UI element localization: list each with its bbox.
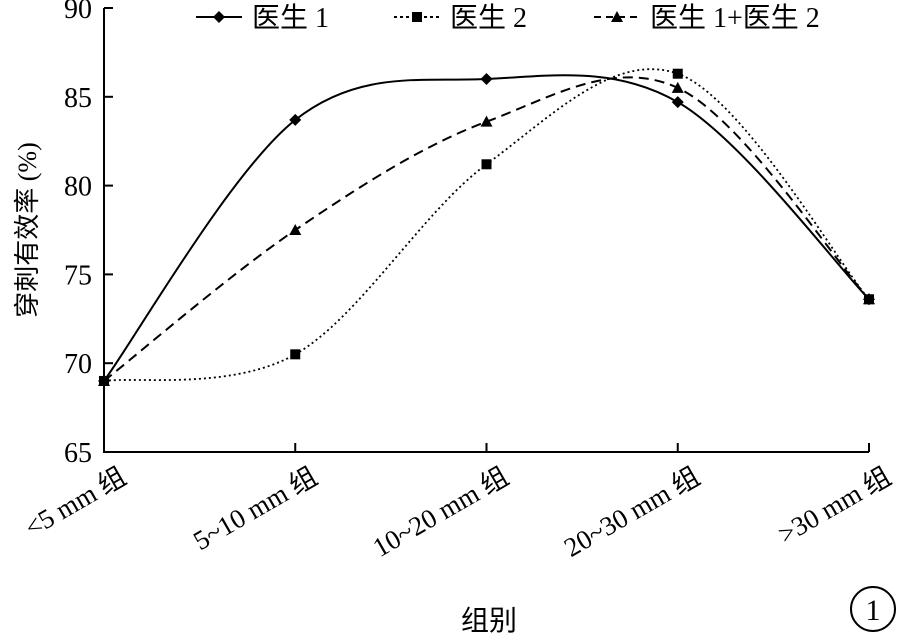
legend-label: 医生 2 <box>450 2 527 34</box>
y-axis-title: 穿刺有效率 (%) <box>13 142 42 317</box>
legend-item: 医生 2 <box>394 2 527 34</box>
data-point <box>672 68 683 79</box>
legend-label: 医生 1+医生 2 <box>650 2 820 34</box>
legend-item: 医生 1+医生 2 <box>594 2 820 34</box>
legend-swatch-marker <box>412 12 422 22</box>
x-tick-label: >30 mm 组 <box>773 461 896 549</box>
y-tick-label: 70 <box>64 349 92 380</box>
data-point <box>289 113 302 126</box>
figure-number-badge: 1 <box>850 586 896 632</box>
x-axis-ticks: <5 mm 组 5~10 mm 组 10~20 mm 组 20~30 mm 组 >30 … <box>20 443 896 563</box>
legend-label: 医生 1 <box>252 2 329 34</box>
figure-number: 1 <box>866 594 881 627</box>
y-tick-label: 90 <box>64 0 92 25</box>
data-point <box>290 349 301 360</box>
x-tick-label: 5~10 mm 组 <box>188 461 322 556</box>
x-axis-title: 组别 <box>461 605 517 637</box>
legend-swatch-marker <box>213 11 225 23</box>
x-tick-label: 10~20 mm 组 <box>368 461 514 563</box>
legend-swatch-marker <box>611 11 623 22</box>
data-point <box>480 115 493 127</box>
legend-item: 医生 1 <box>196 2 329 34</box>
figure-number-circle <box>850 586 896 632</box>
y-tick-label: 75 <box>64 260 92 291</box>
data-point <box>671 96 684 109</box>
y-tick-label: 65 <box>64 438 92 469</box>
data-point <box>481 159 492 170</box>
plot-lines <box>98 68 875 387</box>
data-point <box>289 224 302 235</box>
data-point <box>480 73 493 86</box>
data-point <box>863 293 875 305</box>
y-tick-label: 85 <box>64 83 92 114</box>
series-3 <box>98 76 875 386</box>
y-tick-label: 80 <box>64 172 92 203</box>
y-axis-ticks: 65 70 75 80 85 90 <box>64 0 113 469</box>
x-tick-label: <5 mm 组 <box>20 461 131 543</box>
x-tick-label: 20~30 mm 组 <box>559 461 705 563</box>
legend: 医生 1 医生 2 医生 1+医生 2 <box>196 2 820 34</box>
data-point <box>671 81 684 93</box>
